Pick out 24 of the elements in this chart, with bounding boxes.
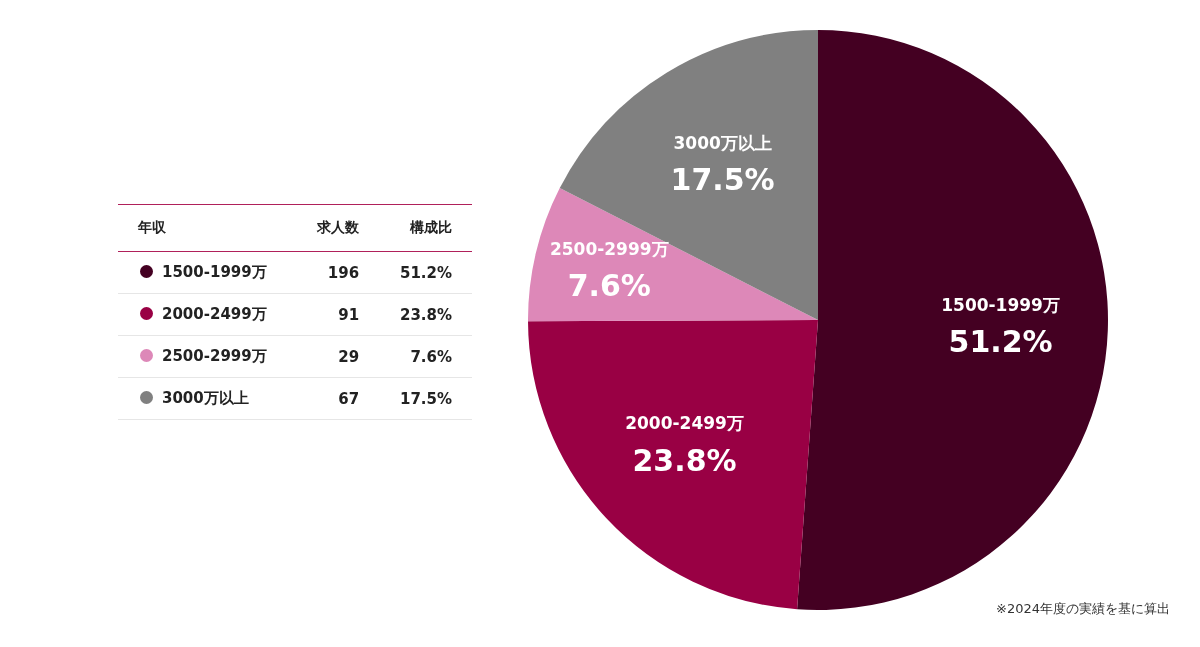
slice-label: 3000万以上 — [673, 132, 772, 153]
text: 7.6% — [410, 347, 452, 366]
legend-label: 1500-1999万 — [118, 251, 287, 294]
slice-label: 2500-2999万 — [549, 238, 669, 259]
text: ※2024年度の実績を基に算出 — [996, 600, 1170, 618]
text: 29 — [286, 335, 380, 378]
slice-label: 2000-2499万 — [625, 413, 744, 434]
text: 67 — [286, 377, 380, 420]
text: 51.2% — [399, 263, 452, 282]
text: 構成比 — [379, 204, 472, 252]
legend-label: 2000-2499万 — [118, 293, 287, 336]
slice-label: 1500-1999万 — [941, 295, 1060, 316]
data-label: 7.6% — [567, 268, 651, 304]
legend-label: 2500-2999万 — [118, 335, 287, 378]
legend-label: 3000万以上 — [118, 377, 287, 420]
text: 91 — [286, 293, 380, 336]
text: 求人数 — [286, 204, 380, 252]
data-label: 23.8% — [632, 442, 737, 478]
text: 年収 — [118, 204, 287, 252]
text: 23.8% — [399, 305, 452, 324]
data-label: 51.2% — [948, 324, 1053, 360]
text: 17.5% — [399, 389, 452, 408]
data-label: 17.5% — [670, 161, 775, 197]
text: 196 — [286, 251, 380, 294]
